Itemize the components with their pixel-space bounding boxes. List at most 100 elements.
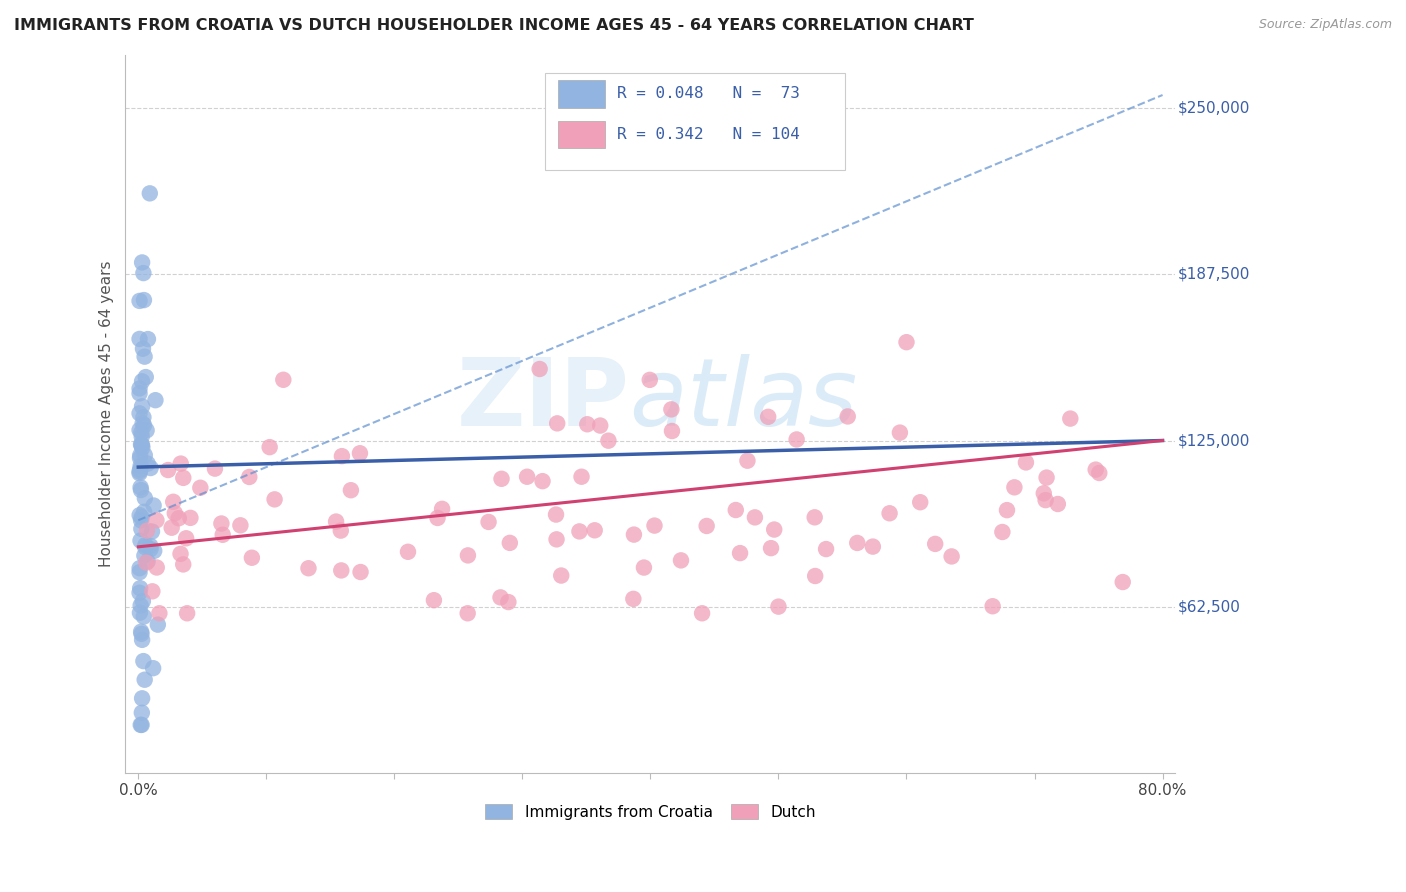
Point (139, 186, 162, 201)
Point (426, 511, 449, 525)
Legend: Immigrants from Croatia, Dutch: Immigrants from Croatia, Dutch (478, 798, 823, 826)
Point (457, 549, 479, 563)
Point (583, 523, 606, 537)
Point (136, 457, 159, 471)
Text: Source: ZipAtlas.com: Source: ZipAtlas.com (1258, 18, 1392, 31)
Point (170, 457, 193, 471)
Point (623, 527, 645, 541)
Point (134, 538, 156, 552)
Point (134, 549, 156, 563)
Point (638, 373, 661, 387)
Y-axis label: Householder Income Ages 45 - 64 years: Householder Income Ages 45 - 64 years (100, 260, 114, 567)
Point (1035, 493, 1057, 508)
Point (129, 599, 152, 613)
Point (129, 449, 152, 463)
Point (134, 448, 156, 462)
Point (141, 524, 163, 539)
Point (737, 453, 759, 467)
Point (589, 418, 612, 433)
Text: $250,000: $250,000 (1178, 101, 1250, 116)
Point (136, 554, 159, 568)
Point (129, 606, 152, 620)
Point (498, 595, 520, 609)
Point (163, 506, 186, 520)
Point (131, 632, 153, 647)
Point (340, 483, 363, 498)
Point (396, 545, 419, 559)
Text: $187,500: $187,500 (1178, 267, 1250, 282)
Point (132, 293, 155, 307)
Point (240, 550, 263, 565)
Point (546, 417, 568, 431)
Point (815, 542, 838, 557)
Point (128, 467, 150, 481)
Point (598, 434, 620, 448)
Point (297, 561, 319, 575)
Point (131, 400, 153, 414)
Point (146, 617, 169, 632)
Point (134, 350, 156, 364)
Point (1112, 575, 1135, 590)
Point (803, 510, 825, 524)
Point (1032, 486, 1054, 500)
Point (457, 607, 479, 621)
Point (273, 373, 295, 387)
Point (129, 450, 152, 465)
Point (172, 558, 194, 572)
Point (325, 515, 347, 529)
Text: R = 0.342   N = 104: R = 0.342 N = 104 (617, 128, 800, 143)
Point (129, 480, 152, 494)
Point (544, 508, 567, 522)
Point (128, 332, 150, 346)
Point (136, 524, 159, 538)
Point (132, 342, 155, 356)
Point (174, 531, 197, 545)
Point (134, 505, 156, 519)
Point (690, 607, 713, 621)
Point (763, 523, 786, 537)
Point (786, 433, 808, 447)
Point (499, 536, 522, 550)
Point (143, 544, 166, 558)
Point (571, 469, 593, 483)
Point (131, 425, 153, 440)
Point (531, 474, 554, 488)
Point (491, 472, 513, 486)
Point (995, 503, 1018, 517)
Point (167, 511, 190, 525)
FancyBboxPatch shape (546, 73, 845, 170)
Point (129, 581, 152, 595)
Point (1059, 411, 1081, 425)
Point (862, 540, 884, 554)
Point (568, 524, 591, 539)
Point (661, 424, 683, 438)
Point (211, 528, 233, 542)
Point (145, 513, 167, 527)
Point (128, 406, 150, 420)
Point (1046, 497, 1069, 511)
Point (135, 370, 157, 384)
Point (1084, 462, 1107, 476)
Point (643, 518, 665, 533)
Point (330, 564, 353, 578)
Point (516, 469, 538, 483)
Point (768, 599, 790, 614)
Point (263, 492, 285, 507)
Point (131, 706, 153, 720)
Text: $125,000: $125,000 (1178, 433, 1250, 448)
Point (879, 506, 901, 520)
Point (148, 607, 170, 621)
Point (329, 524, 352, 538)
Point (129, 513, 152, 527)
Text: R = 0.048   N =  73: R = 0.048 N = 73 (617, 87, 800, 102)
Point (132, 266, 155, 280)
Point (129, 718, 152, 732)
Point (1002, 480, 1025, 494)
Point (128, 508, 150, 522)
Point (131, 718, 153, 732)
Point (128, 566, 150, 580)
Point (128, 423, 150, 437)
Point (981, 599, 1004, 614)
Point (229, 518, 252, 533)
Point (128, 381, 150, 395)
